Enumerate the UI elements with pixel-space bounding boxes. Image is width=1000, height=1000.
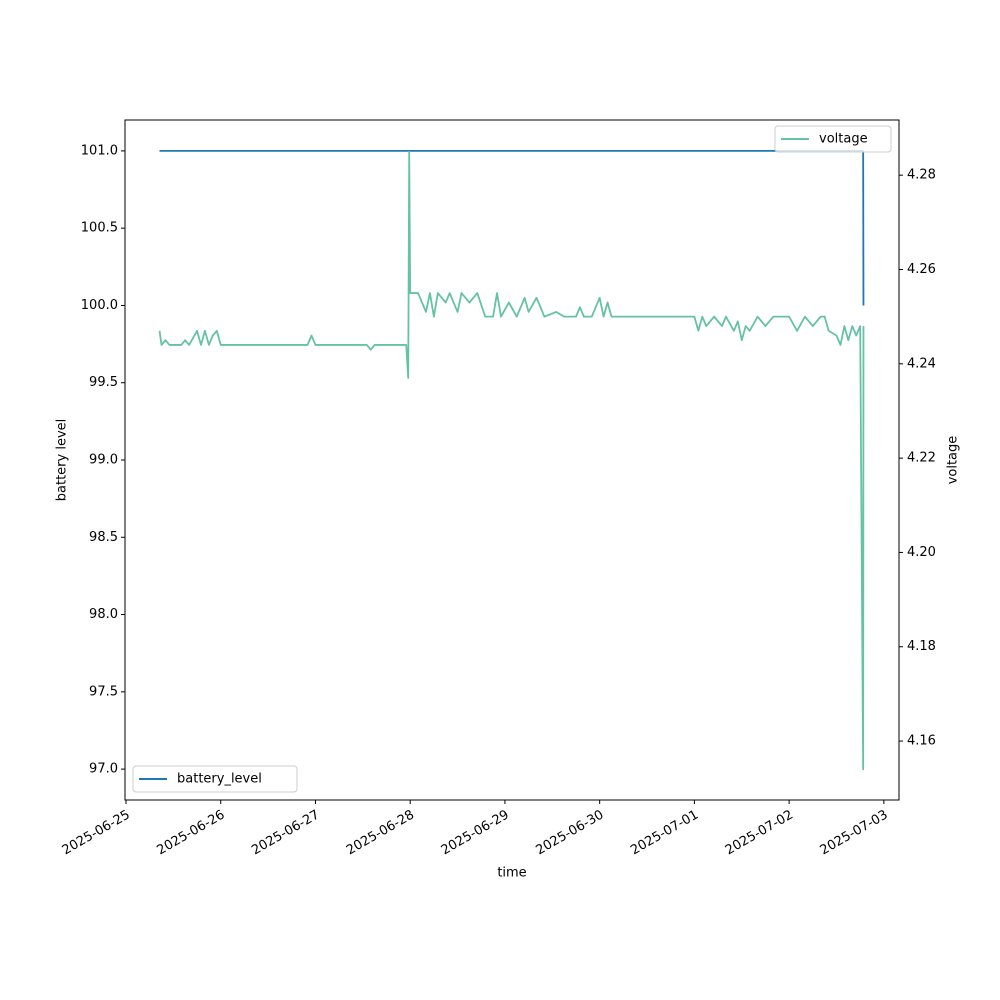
x-tick-label: 2025-07-02 <box>723 808 796 859</box>
y-tick-label: 101.0 <box>81 143 118 158</box>
plot-frame <box>124 119 900 801</box>
x-tick-label: 2025-06-29 <box>439 808 512 859</box>
legend: battery_level <box>132 765 298 793</box>
legend-box <box>132 765 298 793</box>
legend-label: battery_level <box>177 772 262 787</box>
y-tick-label: 97.5 <box>89 684 118 699</box>
x-tick-label: 2025-07-01 <box>628 808 701 859</box>
x-tick-label: 2025-06-25 <box>60 808 133 859</box>
y-tick-label: 97.0 <box>89 762 118 777</box>
x-tick-label: 2025-06-30 <box>533 808 606 859</box>
y2-axis-label: voltage <box>946 436 961 485</box>
y2-tick-label: 4.24 <box>907 356 936 371</box>
x-tick-label: 2025-06-28 <box>344 808 417 859</box>
legend-box <box>774 125 892 153</box>
x-tick-label: 2025-06-26 <box>155 808 228 859</box>
y-tick-label: 100.0 <box>81 298 118 313</box>
x-tick-label: 2025-06-27 <box>249 808 322 859</box>
y2-tick-label: 4.26 <box>907 262 936 277</box>
y2-tick-label: 4.16 <box>907 734 936 749</box>
y-tick-label: 99.0 <box>89 453 118 468</box>
data-line <box>159 150 865 306</box>
y2-tick-label: 4.28 <box>907 168 936 183</box>
y2-tick-label: 4.20 <box>907 545 936 560</box>
legend-label: voltage <box>819 132 868 147</box>
y-tick-label: 99.5 <box>89 375 118 390</box>
y-axis-label: battery level <box>55 419 70 502</box>
y-tick-label: 100.5 <box>81 221 118 236</box>
legend: voltage <box>774 125 892 153</box>
y-tick-label: 98.0 <box>89 607 118 622</box>
x-axis-label: time <box>497 866 526 881</box>
y2-tick-label: 4.18 <box>907 639 936 654</box>
data-line <box>158 150 865 771</box>
x-tick-label: 2025-07-03 <box>818 808 891 859</box>
y2-tick-label: 4.22 <box>907 451 936 466</box>
y-tick-label: 98.5 <box>89 530 118 545</box>
